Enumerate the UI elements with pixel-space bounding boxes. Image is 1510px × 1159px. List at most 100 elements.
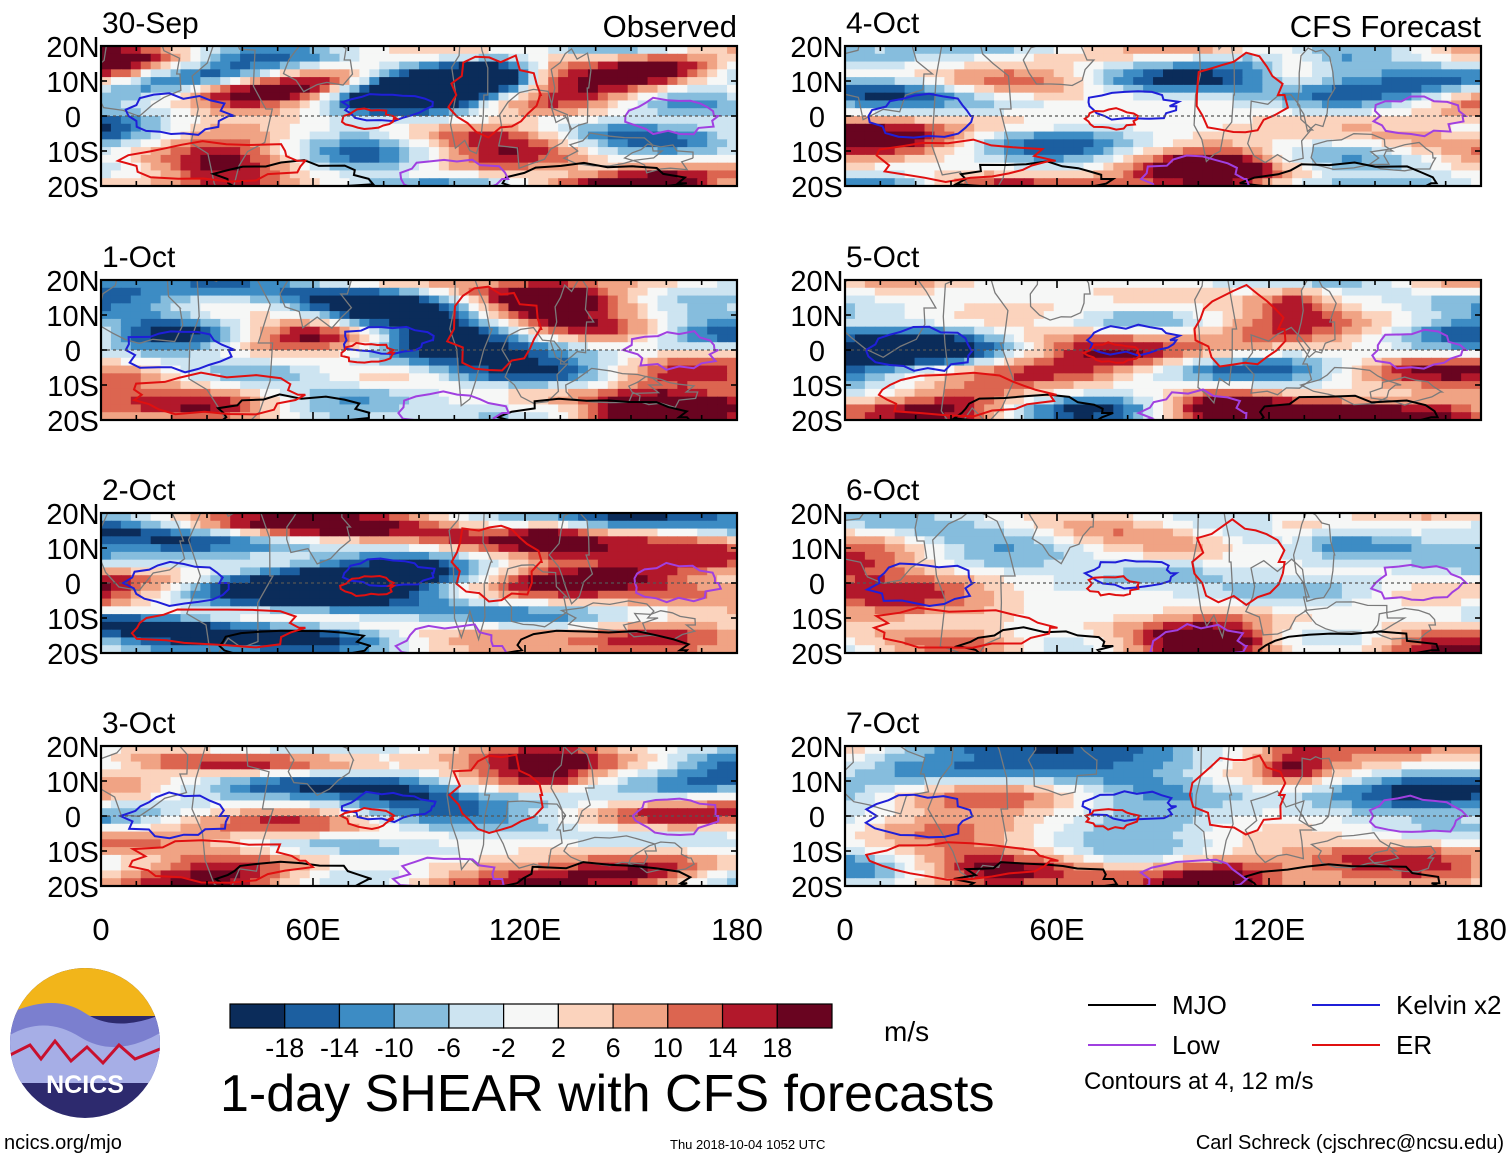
wave-contours bbox=[864, 283, 1469, 420]
wave-contour bbox=[342, 325, 435, 355]
wave-contour bbox=[447, 54, 543, 139]
colorbar-tick-label: -18 bbox=[265, 1033, 304, 1063]
wave-contour bbox=[871, 606, 1058, 649]
legend-item-kelvin: Kelvin x2 bbox=[1312, 990, 1502, 1020]
wave-contour bbox=[1193, 283, 1287, 368]
y-tick-label: 0 bbox=[809, 569, 825, 601]
coastline bbox=[446, 746, 491, 871]
y-tick-label: 20S bbox=[791, 872, 843, 904]
x-tick-label: 0 bbox=[836, 912, 853, 947]
shear-heatmap bbox=[101, 746, 737, 886]
wave-contour bbox=[1257, 630, 1440, 653]
y-tick-label: 20S bbox=[47, 406, 99, 438]
wave-contour bbox=[128, 839, 316, 884]
coastline bbox=[191, 746, 275, 886]
wave-contour bbox=[877, 371, 1057, 418]
coastline bbox=[548, 513, 594, 605]
colorbar-tick-label: 10 bbox=[653, 1033, 683, 1063]
wave-contours bbox=[115, 54, 722, 186]
coastline bbox=[1194, 280, 1238, 405]
colorbar-swatch bbox=[721, 1003, 778, 1029]
wave-contour bbox=[394, 623, 508, 653]
x-tick-label: 0 bbox=[92, 912, 109, 947]
coastline bbox=[1243, 326, 1313, 396]
wave-contour bbox=[1082, 558, 1180, 590]
y-tick-label: 20N bbox=[46, 266, 99, 298]
logo-text: NCICS bbox=[46, 1071, 124, 1099]
coastline bbox=[284, 746, 355, 797]
panel-ticks bbox=[100, 745, 738, 887]
wave-contour bbox=[951, 393, 1114, 420]
coastline bbox=[927, 746, 1009, 881]
wave-contour bbox=[1258, 394, 1440, 420]
logo-hills-mid bbox=[10, 1025, 160, 1083]
wave-contour bbox=[131, 371, 306, 416]
panel-date-label: 30-Sep bbox=[102, 7, 199, 40]
y-tick-label: 20N bbox=[790, 266, 843, 298]
figure-title: 1-day SHEAR with CFS forecasts bbox=[220, 1065, 995, 1123]
legend-line-mjo bbox=[1088, 1004, 1156, 1006]
legend-label-low: Low bbox=[1172, 1029, 1220, 1060]
coastline bbox=[449, 280, 494, 407]
website-label: ncics.org/mjo bbox=[4, 1132, 122, 1154]
wave-contour bbox=[864, 562, 977, 608]
y-tick-label: 0 bbox=[65, 802, 81, 834]
panel-ticks bbox=[844, 745, 1482, 887]
legend-label-er: ER bbox=[1396, 1029, 1433, 1060]
shear-heatmap bbox=[101, 280, 737, 420]
colorbar-tick-label: 2 bbox=[551, 1033, 566, 1063]
colorbar-swatch bbox=[338, 1003, 395, 1029]
wave-contour bbox=[620, 330, 719, 371]
wave-contour bbox=[875, 138, 1056, 184]
wave-contour bbox=[1083, 107, 1140, 131]
coastlines bbox=[845, 746, 1437, 881]
colorbar-swatch bbox=[448, 1003, 505, 1029]
y-tick-label: 10S bbox=[791, 837, 843, 869]
coastline bbox=[1027, 746, 1098, 796]
coastline bbox=[1029, 280, 1091, 321]
wave-contour bbox=[1081, 341, 1142, 364]
wave-contour bbox=[1191, 518, 1286, 607]
wave-contours bbox=[864, 518, 1469, 653]
coastline bbox=[549, 280, 595, 364]
y-tick-label: 20N bbox=[790, 499, 843, 531]
wave-contour bbox=[338, 806, 397, 831]
legend-label-kelvin: Kelvin x2 bbox=[1396, 989, 1502, 1020]
column-heading: Observed bbox=[603, 9, 737, 44]
legend-line-er bbox=[1312, 1044, 1380, 1046]
coastline bbox=[563, 835, 657, 867]
coastline bbox=[1296, 47, 1337, 133]
wave-contour bbox=[1139, 154, 1251, 186]
wave-contour bbox=[1371, 95, 1469, 138]
legend-label-mjo: MJO bbox=[1172, 989, 1227, 1020]
wave-contour bbox=[952, 160, 1117, 186]
wave-contour bbox=[397, 390, 511, 420]
coastline bbox=[1368, 842, 1437, 873]
wave-contour bbox=[1138, 858, 1250, 886]
colorbar: -18 -14 -10 -6 -2 2 6 10 14 18 bbox=[229, 1003, 833, 1063]
y-tick-label: 0 bbox=[809, 102, 825, 134]
coastline bbox=[623, 143, 694, 174]
wave-contour bbox=[115, 140, 308, 183]
column-heading: CFS Forecast bbox=[1290, 9, 1482, 44]
legend-item-er: ER bbox=[1312, 1030, 1432, 1060]
colorbar-tick-label: -6 bbox=[437, 1033, 461, 1063]
wave-contour bbox=[1369, 563, 1469, 602]
y-tick-label: 20S bbox=[47, 172, 99, 204]
coastline bbox=[1296, 280, 1337, 359]
y-tick-label: 10S bbox=[47, 371, 99, 403]
coastline bbox=[1194, 746, 1234, 865]
coastline bbox=[1371, 607, 1437, 641]
coastline bbox=[562, 132, 664, 167]
panel-date-label: 1-Oct bbox=[102, 241, 176, 274]
coastline bbox=[1309, 832, 1400, 869]
y-tick-label: 20N bbox=[46, 499, 99, 531]
wave-contour bbox=[447, 753, 544, 835]
wave-contour bbox=[450, 524, 544, 603]
y-tick-label: 10N bbox=[790, 301, 843, 333]
colorbar-swatch bbox=[393, 1003, 450, 1029]
wave-contour bbox=[953, 626, 1114, 653]
logo-zigzag bbox=[10, 1038, 160, 1066]
